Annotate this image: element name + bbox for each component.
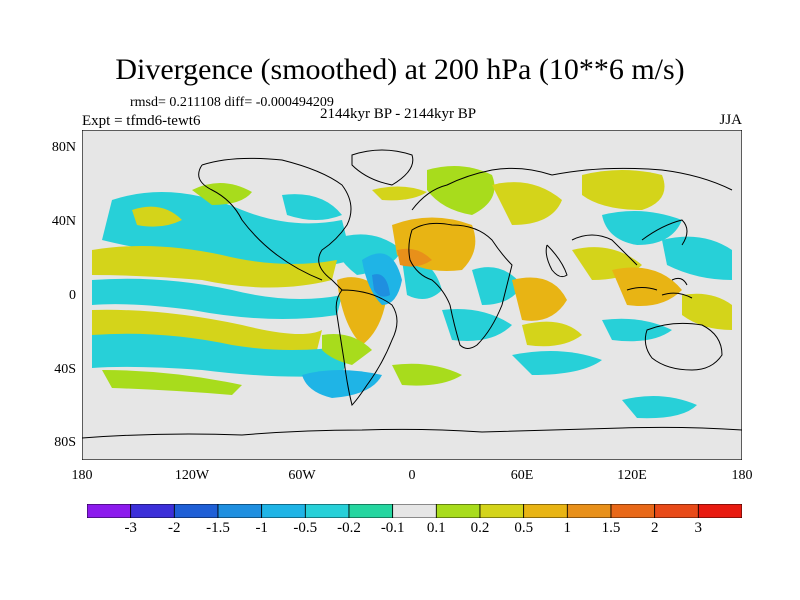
field-blob — [192, 182, 252, 205]
field-blob — [92, 278, 342, 319]
colorbar-swatch — [87, 504, 132, 518]
field-blob — [662, 236, 732, 280]
field-blob — [512, 351, 602, 375]
colorbar-swatch — [217, 504, 263, 518]
lat-label-0: 0 — [69, 288, 76, 303]
field-blob — [92, 309, 322, 354]
lon-label-120e: 120E — [617, 468, 647, 483]
colorbar-label: -0.5 — [293, 520, 318, 536]
field-blob — [322, 334, 372, 365]
coast-indonesia — [626, 277, 693, 299]
coast-india — [545, 244, 568, 278]
field-blob — [132, 206, 182, 227]
coastlines — [82, 149, 742, 439]
field-blob — [442, 309, 512, 341]
season-label: JJA — [719, 112, 742, 128]
lon-label-60w: 60W — [288, 468, 316, 483]
field-blob — [372, 274, 390, 297]
colorbar-label: -1 — [255, 520, 268, 536]
field-blob — [492, 182, 562, 225]
coast-south-america — [335, 289, 398, 406]
colorbar-label: 1 — [563, 520, 572, 536]
lat-label-40n: 40N — [51, 214, 76, 229]
colorbar — [87, 504, 742, 518]
colorbar-swatch — [654, 504, 699, 518]
field-blob — [92, 333, 352, 377]
lon-label-60e: 60E — [510, 468, 534, 483]
colorbar-label: -1.5 — [206, 520, 230, 536]
coast-africa — [408, 222, 513, 349]
colorbar-label: 1.5 — [601, 520, 621, 536]
colorbar-label: 3 — [694, 520, 703, 536]
lat-label-80n: 80N — [51, 140, 76, 155]
field-blob — [612, 267, 682, 306]
colorbar-swatch — [697, 504, 742, 518]
field-blob — [397, 248, 432, 267]
field-blob — [582, 170, 665, 210]
coast-australia — [644, 322, 723, 371]
colorbar-swatch — [348, 504, 394, 518]
coast-north-america — [201, 157, 352, 291]
colorbar-swatch — [435, 504, 481, 518]
colorbar-swatch — [566, 504, 612, 518]
field-blob — [402, 259, 442, 299]
colorbar-swatch — [261, 504, 306, 518]
colorbar-swatch — [130, 504, 175, 518]
colorbar-label: -3 — [124, 520, 137, 536]
colorbar-swatch — [479, 504, 525, 518]
experiment-label: Expt = tfmd6-tewt6 — [82, 113, 201, 129]
colorbar-swatch — [173, 504, 219, 518]
field-blob — [392, 363, 462, 386]
field-blob — [602, 318, 672, 342]
field-blob — [682, 293, 732, 330]
field-blob — [102, 370, 242, 395]
colorbar-label: 0.5 — [514, 520, 534, 536]
period-label: 2144kyr BP - 2144kyr BP — [320, 106, 477, 122]
coast-antarctica — [82, 426, 742, 439]
colorbar-swatch — [392, 504, 437, 518]
field-blob — [602, 211, 682, 245]
field-blob — [427, 166, 495, 215]
coast-asia — [551, 167, 733, 266]
field-blob — [512, 277, 567, 321]
field-blob — [372, 186, 427, 201]
colorbar-swatch — [304, 504, 350, 518]
colorbar-label: 2 — [650, 520, 659, 536]
lon-label-0: 0 — [408, 468, 416, 483]
plot-title: Divergence (smoothed) at 200 hPa (10**6 … — [115, 53, 685, 86]
colorbar-label: 0.2 — [470, 520, 490, 536]
divergence-map — [82, 130, 742, 460]
coast-north-america-west — [198, 164, 323, 281]
field-blob — [622, 396, 697, 419]
field-blob — [92, 246, 337, 288]
field-blob — [282, 194, 342, 220]
lon-label-120w: 120W — [174, 468, 210, 483]
lon-label-180e: 180 — [731, 468, 753, 483]
lat-label-40s: 40S — [54, 362, 76, 377]
lat-label-80s: 80S — [54, 435, 76, 450]
field-blob — [522, 321, 582, 347]
colorbar-swatch — [523, 504, 568, 518]
lon-label-180w: 180 — [71, 468, 93, 483]
colorbar-label: -2 — [168, 520, 181, 536]
colorbar-swatch — [610, 504, 656, 518]
colorbar-label: -0.2 — [337, 520, 361, 536]
colorbar-label: -0.1 — [380, 520, 405, 536]
coast-europe — [411, 167, 553, 211]
field-blob — [302, 370, 382, 398]
colorbar-label: 0.1 — [426, 520, 446, 536]
stats-label: rmsd= 0.211108 diff= -0.000494209 — [130, 95, 334, 110]
coast-greenland — [351, 149, 414, 186]
